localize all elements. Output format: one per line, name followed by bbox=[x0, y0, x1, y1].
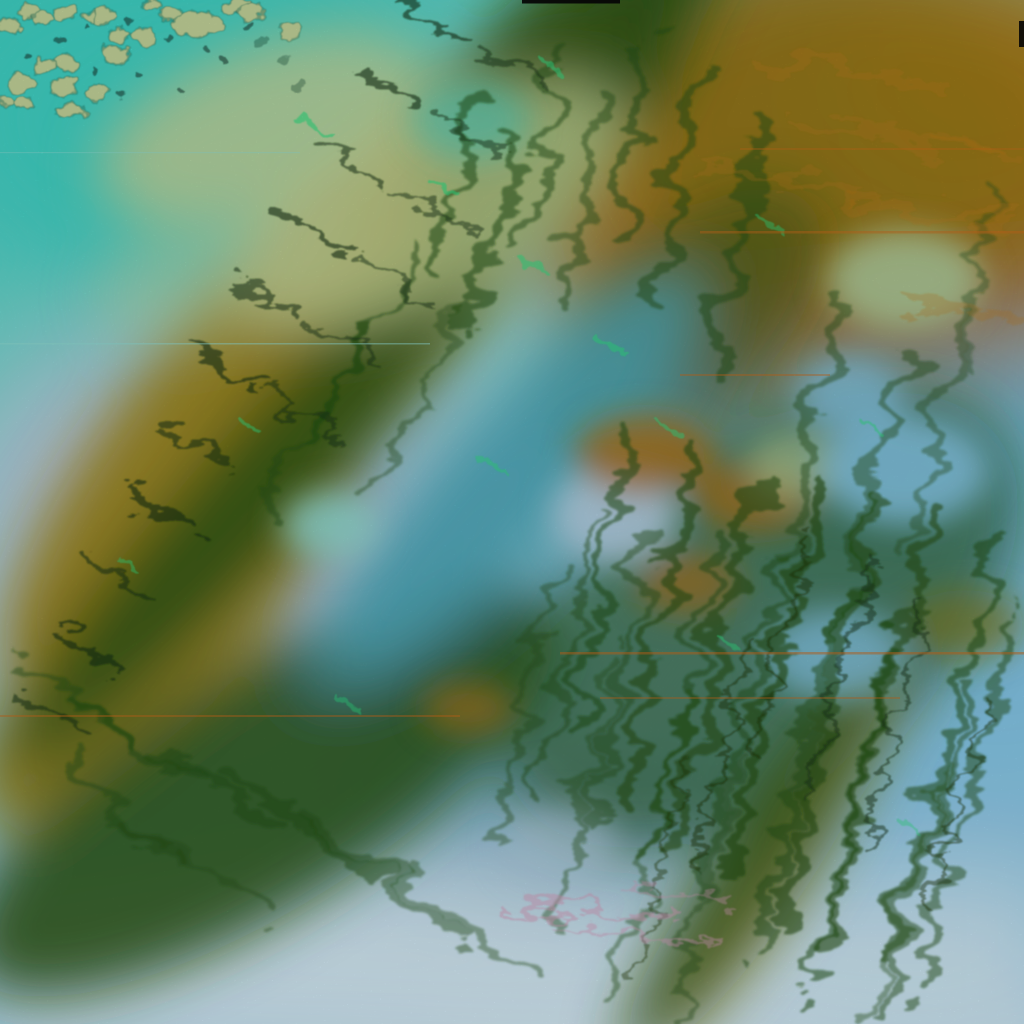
satellite-image-canvas bbox=[0, 0, 1024, 1024]
satellite-image bbox=[0, 0, 1024, 1024]
grain-overlay bbox=[0, 0, 1024, 1024]
